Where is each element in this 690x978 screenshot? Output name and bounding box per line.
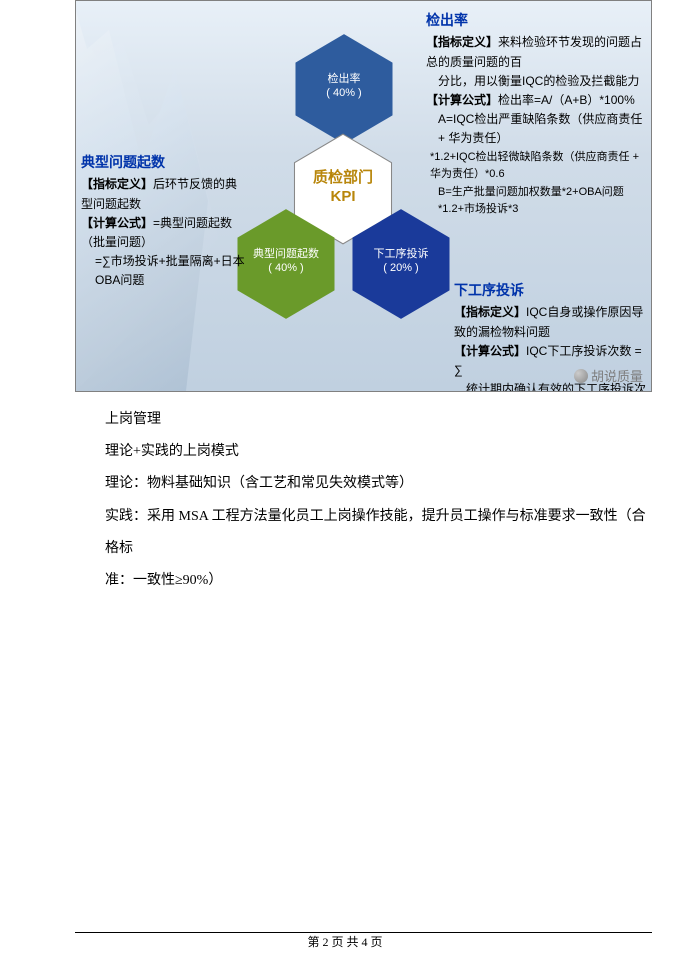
desc-tr-l5: B=生产批量问题加权数量*2+OBA问题*1.2+市场投诉*3 bbox=[426, 184, 651, 219]
desc-tr-l2label: 【计算公式】 bbox=[426, 93, 498, 107]
watermark: 胡说质量 bbox=[574, 366, 643, 385]
desc-left-title: 典型问题起数 bbox=[81, 151, 249, 173]
body-text: 上岗管理 理论+实践的上岗模式 理论：物料基础知识（含工艺和常见失效模式等） 实… bbox=[75, 404, 652, 597]
body-p2: 理论+实践的上岗模式 bbox=[105, 436, 647, 468]
desc-left-l1label: 【指标定义】 bbox=[81, 177, 153, 191]
desc-tr-l2: 检出率=A/（A+B）*100% bbox=[498, 93, 635, 107]
hex-top-shape bbox=[289, 31, 399, 147]
watermark-text: 胡说质量 bbox=[591, 366, 643, 385]
page-footer: 第 2 页 共 4 页 bbox=[0, 933, 690, 950]
desc-left: 典型问题起数 【指标定义】后环节反馈的典型问题起数 【计算公式】=典型问题起数（… bbox=[81, 151, 249, 291]
desc-tr-title: 检出率 bbox=[426, 9, 651, 31]
hex-right: 下工序投诉 ( 20% ) bbox=[346, 206, 456, 322]
desc-left-l2label: 【计算公式】 bbox=[81, 216, 153, 230]
body-p4b: 准：一致性≥90%） bbox=[105, 565, 647, 597]
desc-topright: 检出率 【指标定义】来料检验环节发现的问题占总的质量问题的百 分比，用以衡量IQ… bbox=[426, 9, 651, 219]
body-p3: 理论：物料基础知识（含工艺和常见失效模式等） bbox=[105, 468, 647, 500]
desc-br-l2label: 【计算公式】 bbox=[454, 344, 526, 358]
desc-tr-l1label: 【指标定义】 bbox=[426, 35, 498, 49]
desc-br-title: 下工序投诉 bbox=[454, 279, 652, 301]
watermark-icon bbox=[574, 369, 588, 383]
body-p1: 上岗管理 bbox=[105, 404, 647, 436]
body-p4a: 实践：采用 MSA 工程方法量化员工上岗操作技能，提升员工操作与标准要求一致性（… bbox=[105, 501, 647, 565]
hex-right-shape bbox=[346, 206, 456, 322]
hex-top: 检出率 ( 40% ) bbox=[289, 31, 399, 147]
desc-tr-l1b: 分比，用以衡量IQC的检验及拦截能力 bbox=[426, 72, 651, 91]
desc-left-l3: =∑市场投诉+批量隔离+日本OBA问题 bbox=[81, 252, 249, 290]
desc-tr-l4: *1.2+IQC检出轻微缺陷条数（供应商责任 + 华为责任）*0.6 bbox=[426, 149, 651, 184]
desc-tr-l3: A=IQC检出严重缺陷条数（供应商责任 + 华为责任） bbox=[426, 110, 651, 148]
desc-br-l1label: 【指标定义】 bbox=[454, 305, 526, 319]
kpi-diagram: 检出率 ( 40% ) 质检部门 KPI 典型问题起数 ( 40% ) bbox=[75, 0, 652, 392]
